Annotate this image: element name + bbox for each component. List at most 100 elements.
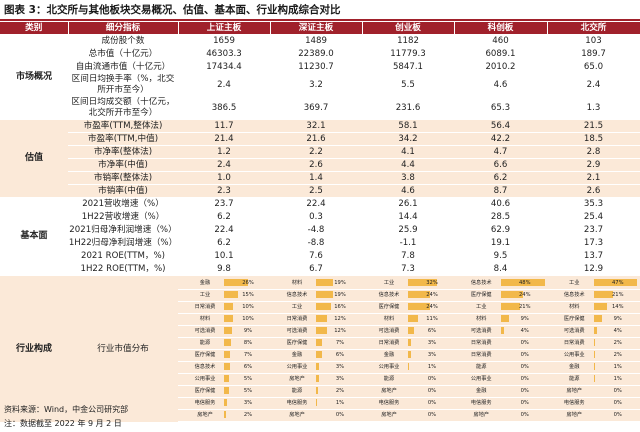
industry-bar-row: 房地产 0% [362, 409, 454, 422]
industry-share-bar [593, 339, 596, 346]
value-cell: 8.7 [454, 184, 547, 198]
value-cell: 46303.3 [178, 47, 270, 61]
industry-bar-row: 日常消费 0% [454, 349, 547, 362]
industry-share-value: 26% [242, 280, 254, 286]
industry-bar-row: 公用事业 5% [178, 373, 270, 386]
value-cell: 3.2 [270, 73, 362, 97]
value-cell: 18.5 [547, 132, 640, 146]
industry-share-value: 0% [427, 376, 437, 382]
industry-name: 能源 [362, 373, 408, 386]
industry-bar-row: 信息技术 24% [362, 289, 454, 302]
industry-distribution-cell: 材料 19% 信息技术 19% 工业 16% 日常消费 12% 可选消费 12% 医疗保健 7% 金融 6… [270, 275, 362, 423]
value-cell: -4.8 [270, 223, 362, 237]
value-cell: 2.1 [547, 171, 640, 185]
indicator-label: 市销率(整体法) [68, 171, 178, 185]
industry-bar-row: 医疗保健 9% [547, 313, 640, 326]
category-label: 估值 [0, 119, 68, 198]
industry-name: 日常消费 [178, 301, 224, 314]
industry-bar-row: 金融 3% [362, 349, 454, 362]
value-cell: 19.1 [454, 236, 547, 250]
value-cell: 25.9 [362, 223, 454, 237]
industry-share-bar [224, 327, 233, 334]
industry-share-bar [500, 315, 509, 322]
value-cell: 386.5 [178, 96, 270, 120]
industry-share-bar [408, 351, 411, 358]
industry-share-bar [408, 327, 414, 334]
industry-name: 可选消费 [270, 325, 316, 338]
value-cell: 4.6 [454, 73, 547, 97]
value-cell: 58.1 [362, 119, 454, 133]
industry-share-value: 24% [426, 304, 438, 310]
industry-name: 公用事业 [270, 361, 316, 374]
industry-bar-row: 日常消费 12% [270, 313, 362, 326]
industry-bar-row: 房地产 0% [270, 409, 362, 422]
value-cell: 6.2 [178, 210, 270, 224]
industry-bar-row: 能源 0% [362, 373, 454, 386]
value-cell: 65.0 [547, 60, 640, 74]
value-cell: 1.0 [178, 171, 270, 185]
industry-mini-chart: 工业 47% 信息技术 21% 材料 14% 医疗保健 9% 可选消费 4% 日常消费 2% 公用事业 2… [547, 278, 640, 422]
industry-share-value: 47% [611, 280, 624, 286]
column-header: 深证主板 [270, 22, 363, 35]
industry-bar-row: 工业 21% [454, 301, 547, 314]
industry-share-value: 0% [427, 412, 437, 418]
industry-mini-chart: 信息技术 48% 医疗保健 24% 工业 21% 材料 9% 可选消费 4% 日常消费 0% 日常消费 0… [454, 278, 547, 422]
industry-share-bar [408, 315, 419, 322]
industry-name: 材料 [178, 313, 224, 326]
industry-share-value: 8% [243, 340, 253, 346]
value-cell: 460 [454, 34, 547, 48]
industry-share-value: 7% [243, 352, 253, 358]
table-row: 市盈率(TTM,中值) 21.4 21.6 34.2 42.2 18.5 [0, 132, 640, 146]
industry-name: 材料 [454, 313, 501, 326]
industry-share-bar [316, 279, 334, 286]
column-header: 上证主板 [178, 22, 271, 35]
industry-bar-row: 日常消费 10% [178, 301, 270, 314]
industry-share-value: 11% [426, 316, 438, 322]
value-cell: 4.7 [454, 145, 547, 159]
value-cell: 2.4 [178, 73, 270, 97]
indicator-label: 市盈率(TTM,整体法) [68, 119, 178, 133]
industry-bar-row: 公用事业 2% [547, 349, 640, 362]
industry-share-bar [224, 303, 234, 310]
industry-mini-chart: 金融 26% 工业 15% 日常消费 10% 材料 10% 可选消费 9% 能源 8% 医疗保健 7% 信息… [178, 278, 270, 422]
industry-name: 能源 [178, 337, 224, 350]
industry-name: 公用事业 [178, 373, 224, 386]
industry-share-value: 48% [518, 280, 531, 286]
value-cell: 34.2 [362, 132, 454, 146]
industry-name: 房地产 [362, 409, 408, 422]
industry-share-value: 24% [426, 292, 438, 298]
industry-share-bar [224, 291, 238, 298]
industry-share-value: 16% [334, 304, 346, 310]
value-cell: 6.2 [178, 236, 270, 250]
value-cell: 14.4 [362, 210, 454, 224]
industry-share-bar [593, 279, 638, 286]
industry-distribution-cell: 信息技术 48% 医疗保健 24% 工业 21% 材料 9% 可选消费 4% 日常消费 0% 日常消费 0… [454, 275, 547, 423]
value-cell: 23.7 [178, 197, 270, 211]
industry-share-value: 1% [613, 376, 622, 382]
value-cell: 7.8 [362, 249, 454, 263]
value-cell: 2010.2 [454, 60, 547, 74]
industry-name: 公用事业 [454, 373, 501, 386]
value-cell: 2.5 [270, 184, 362, 198]
industry-bar-row: 材料 11% [362, 313, 454, 326]
table-row: 估值 市盈率(TTM,整体法) 11.7 32.1 58.1 56.4 21.5 [0, 119, 640, 198]
industry-share-value: 0% [335, 412, 345, 418]
industry-bar-row: 材料 14% [547, 301, 640, 314]
table-row: 市销率(整体法) 1.0 1.4 3.8 6.2 2.1 [0, 171, 640, 185]
industry-share-value: 15% [242, 292, 254, 298]
indicator-label: 1H22归母净利润增速（%） [68, 236, 178, 250]
industry-bar-row: 信息技术 19% [270, 289, 362, 302]
value-cell: 6089.1 [454, 47, 547, 61]
industry-bar-row: 公用事业 0% [454, 373, 547, 386]
industry-share-value: 4% [520, 328, 529, 334]
value-cell: 42.2 [454, 132, 547, 146]
industry-name: 工业 [270, 301, 316, 314]
table-row: 自由流通市值（十亿元） 17434.4 11230.7 5847.1 2010.2 65.… [0, 60, 640, 74]
industry-bar-row: 电信服务 0% [362, 397, 454, 410]
industry-share-value: 0% [520, 388, 529, 394]
industry-name: 信息技术 [270, 289, 316, 302]
industry-share-value: 0% [520, 340, 529, 346]
industry-bar-row: 公用事业 1% [362, 361, 454, 374]
industry-share-bar [316, 315, 328, 322]
industry-name: 可选消费 [178, 325, 224, 338]
